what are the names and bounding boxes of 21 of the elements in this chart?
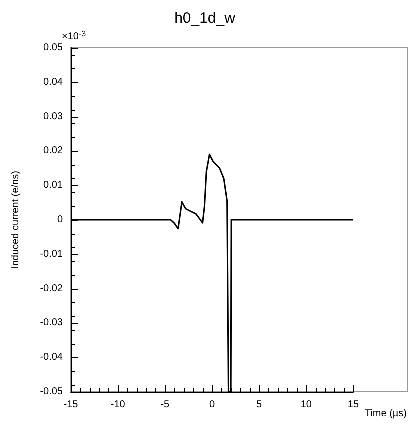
y-axis-title: Induced current (e/ns) bbox=[10, 171, 22, 269]
x-tick-label: 10 bbox=[300, 400, 312, 410]
y-tick-label: 0.05 bbox=[44, 42, 64, 54]
x-tick-label: 5 bbox=[256, 400, 263, 410]
y-tick-label: 0.03 bbox=[44, 111, 64, 122]
y-tick-label: 0 bbox=[57, 214, 64, 226]
x-tick-label: 0 bbox=[209, 400, 216, 410]
y-tick-label: 0.01 bbox=[44, 180, 64, 192]
y-tick-label: 0.02 bbox=[44, 146, 64, 157]
x-axis-title: Time (µs) bbox=[364, 408, 407, 420]
x-tick-label: -5 bbox=[160, 400, 170, 410]
x-tick-label: -10 bbox=[110, 400, 126, 410]
x-tick-label: -15 bbox=[64, 400, 79, 410]
y-tick-label: 0.04 bbox=[44, 76, 64, 88]
y-tick-label: -0.04 bbox=[40, 352, 64, 364]
y-tick-label: -0.02 bbox=[40, 283, 64, 294]
x-tick-label: 15 bbox=[348, 400, 360, 410]
chart-title: h0_1d_w bbox=[174, 10, 236, 27]
y-tick-label: -0.01 bbox=[40, 248, 64, 260]
y-tick-label: -0.03 bbox=[40, 318, 64, 329]
y-tick-label: -0.05 bbox=[40, 386, 64, 398]
